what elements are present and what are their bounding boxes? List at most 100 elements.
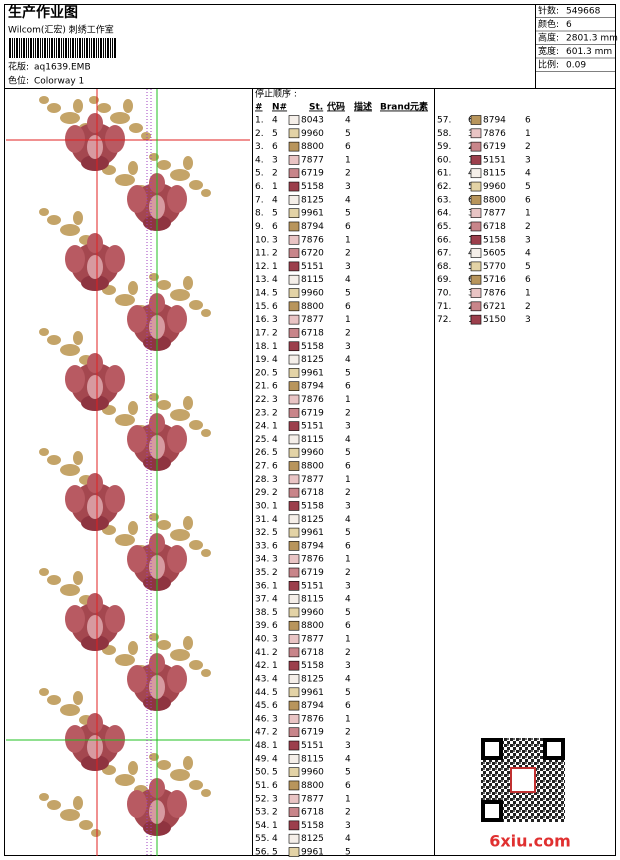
element: 1 [345,155,351,165]
stop-number: 72. [437,315,451,325]
color-swatch [470,234,482,245]
stat-value: 0.09 [566,61,586,71]
needle: 1 [272,422,278,432]
color-code: 8794 [301,382,324,392]
color-swatch [288,168,300,179]
stop-number: 65. [437,222,451,232]
color-swatch [470,195,482,205]
color-code: 6718 [301,648,324,658]
stop-number: 8. [255,209,264,219]
stop-number: 25. [255,435,269,445]
colorway-label: 色位: [8,75,29,87]
color-code: 9960 [301,129,324,139]
element: 6 [525,116,531,126]
color-code: 5151 [301,262,324,272]
color-code: 6718 [301,328,324,338]
element: 1 [345,794,351,804]
stop-number: 26. [255,448,269,458]
element: 5 [345,289,351,299]
needle: 2 [272,808,278,818]
color-code: 8125 [301,515,324,525]
stop-number: 2. [255,129,264,139]
color-code: 5158 [301,182,324,192]
stop-number: 45. [255,701,269,711]
stop-number: 56. [255,848,269,858]
element: 1 [345,395,351,405]
column-header: 元素 [410,101,428,113]
color-swatch [288,793,300,804]
stop-number: 6. [255,182,264,192]
element: 5 [345,688,351,698]
color-code: 7877 [301,315,324,325]
stop-number: 41. [255,648,269,658]
color-code: 6721 [483,302,506,312]
element: 4 [345,754,351,764]
element: 6 [525,275,531,285]
stop-number: 37. [255,595,269,605]
stop-number: 20. [255,368,269,378]
needle: 2 [272,648,278,658]
stop-number: 9. [255,222,264,232]
color-code: 5716 [483,275,506,285]
element: 1 [525,129,531,139]
needle: 6 [272,541,278,551]
color-swatch [288,767,300,777]
stop-number: 15. [255,302,269,312]
element: 2 [345,328,351,338]
color-swatch [288,248,300,258]
stop-number: 68. [437,262,451,272]
color-code: 8115 [301,435,324,445]
needle: 5 [272,209,278,219]
stop-number: 48. [255,741,269,751]
color-swatch [288,727,300,738]
color-swatch [288,487,300,498]
element: 4 [345,595,351,605]
color-swatch [470,181,482,192]
color-swatch [288,554,300,565]
color-swatch [470,208,482,218]
color-code: 7876 [483,289,506,299]
studio: Wilcom(汇宏) 刺绣工作室 [8,24,114,36]
color-code: 8794 [301,222,324,232]
color-swatch [288,514,300,525]
stop-number: 62. [437,182,451,192]
color-code: 7877 [301,155,324,165]
color-swatch [288,155,300,165]
color-swatch [470,314,482,325]
stop-number: 17. [255,328,269,338]
color-swatch [288,341,300,352]
color-code: 9961 [301,368,324,378]
element: 2 [525,302,531,312]
needle: 1 [272,821,278,831]
needle: 6 [272,781,278,791]
design-preview [6,89,250,856]
element: 4 [525,169,531,179]
color-code: 6718 [301,488,324,498]
color-code: 5151 [301,422,324,432]
needle: 4 [272,355,278,365]
color-swatch [288,234,300,245]
stop-number: 46. [255,714,269,724]
element: 2 [345,408,351,418]
stop-number: 52. [255,794,269,804]
color-swatch [288,634,300,644]
color-swatch [288,115,300,125]
stat-value: 601.3 mm [566,47,612,57]
element: 5 [345,209,351,219]
element: 1 [345,635,351,645]
color-swatch [288,221,300,232]
stat-label: 比例: [538,59,559,71]
color-code: 8115 [483,169,506,179]
column-header: 代码 [326,101,345,113]
stop-number: 10. [255,235,269,245]
needle: 5 [272,528,278,538]
needle: 4 [272,195,278,205]
stop-number: 29. [255,488,269,498]
color-swatch [288,274,300,285]
stop-number: 7. [255,195,264,205]
element: 3 [345,661,351,671]
column-header: Brand [380,103,410,113]
element: 1 [345,555,351,565]
element: 1 [525,289,531,299]
color-swatch [288,474,300,485]
